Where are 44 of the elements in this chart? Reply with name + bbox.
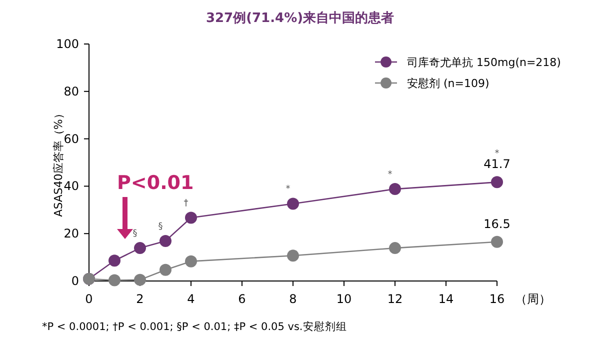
- annotation: *: [286, 184, 291, 195]
- legend-label: 安慰剂 (n=109): [407, 77, 490, 90]
- x-tick-label: 10: [336, 292, 352, 306]
- data-label: 16.5: [484, 216, 510, 231]
- point: [287, 250, 299, 262]
- x-tick-label: 6: [238, 292, 246, 306]
- x-tick-label: 4: [187, 292, 195, 306]
- y-tick-label: 20: [64, 226, 79, 241]
- y-tick-label: 100: [56, 37, 79, 51]
- x-tick-label: 16: [489, 292, 505, 306]
- annotation: P<0.01: [117, 172, 194, 194]
- y-tick-label: 60: [64, 132, 79, 146]
- y-tick-label: 0: [71, 274, 79, 288]
- point: [134, 274, 146, 286]
- data-label: 41.7: [484, 157, 510, 172]
- legend-label: 司库奇尤单抗 150mg(n=218): [407, 56, 561, 69]
- point: [160, 264, 172, 276]
- point: [108, 254, 120, 267]
- y-axis-title: ASAS40应答率（%）: [52, 108, 65, 217]
- y-tick-label: 40: [64, 179, 79, 194]
- point: [389, 242, 401, 254]
- point: [185, 212, 197, 224]
- text: *P < 0.0001; †P < 0.001; §P < 0.01; ‡P < 0.05 vs.安慰剂组: [42, 320, 347, 333]
- y-tick-label: 80: [64, 84, 79, 98]
- annotation: *: [494, 149, 500, 160]
- point: [287, 198, 299, 210]
- annotation: *: [388, 170, 393, 180]
- point: [134, 242, 146, 254]
- x-axis-title: （周）: [515, 292, 551, 306]
- annotation: §: [158, 222, 164, 232]
- point: [108, 274, 120, 286]
- chart-title: 327例(71.4%)来自中国的患者: [206, 10, 394, 26]
- x-tick-label: 8: [289, 292, 297, 306]
- x-tick-label: 14: [438, 292, 454, 306]
- point: [491, 176, 503, 188]
- x-tick-label: 2: [136, 292, 144, 306]
- point: [389, 183, 401, 196]
- annotation: †: [184, 198, 189, 209]
- x-tick-label: 12: [387, 292, 403, 306]
- annotation: §: [132, 229, 138, 240]
- point: [185, 255, 197, 268]
- x-tick-label: 0: [85, 292, 93, 306]
- point: [491, 236, 503, 248]
- point: [160, 234, 172, 247]
